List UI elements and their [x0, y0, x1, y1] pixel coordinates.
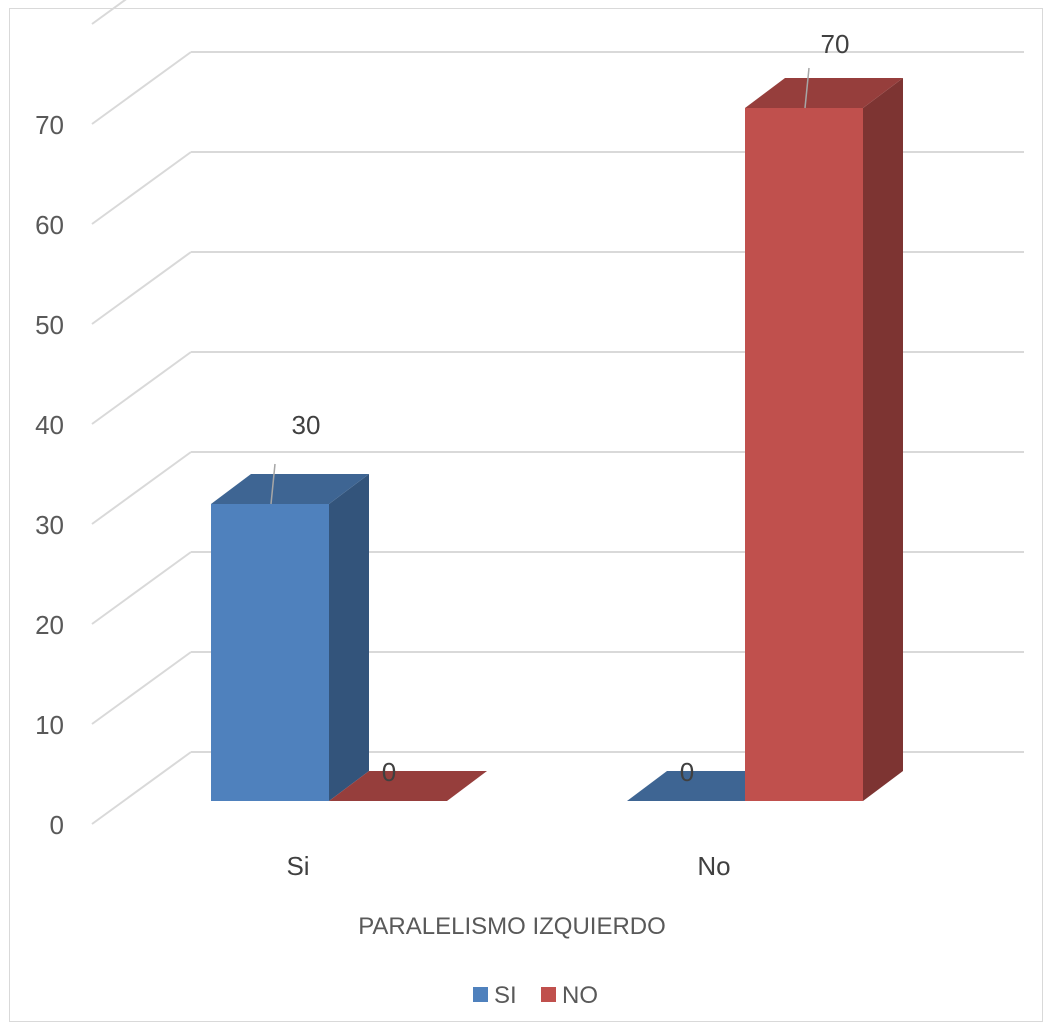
bar-front	[211, 504, 329, 801]
x-tick-label: No	[697, 851, 730, 881]
label-leader	[804, 67, 810, 109]
gridline-depth-5	[91, 251, 192, 325]
y-axis-ticks: 0 10 20 30 40 50 60 70	[35, 110, 64, 840]
legend: SI NO	[473, 982, 598, 1009]
legend-label: NO	[562, 982, 598, 1009]
bar-NO-No	[745, 78, 903, 801]
bar-top	[329, 771, 487, 801]
gridline-depth-4	[91, 351, 192, 425]
bar-front	[745, 108, 863, 801]
y-tick-label: 20	[35, 610, 64, 640]
y-tick-label: 0	[50, 810, 64, 840]
x-axis-title: PARALELISMO IZQUIERDO	[358, 913, 666, 940]
bar-side	[863, 78, 903, 801]
y-tick-label: 30	[35, 510, 64, 540]
gridline-depth-0	[91, 751, 192, 825]
data-label: 0	[680, 757, 694, 787]
legend-swatch	[473, 987, 488, 1002]
legend-item-NO: NO	[541, 982, 598, 1009]
gridline-depth-1	[91, 651, 192, 725]
data-label: 0	[382, 757, 396, 787]
bar-SI-Si	[211, 474, 369, 801]
data-label: 30	[292, 410, 321, 440]
legend-item-SI: SI	[473, 982, 517, 1009]
label-leader	[270, 463, 276, 505]
gridline-depth-3	[91, 451, 192, 525]
x-tick-label: Si	[286, 851, 309, 881]
bar-side	[329, 474, 369, 801]
data-labels: 30 0 0 70	[270, 29, 850, 787]
x-axis-categories: Si No	[286, 851, 730, 881]
y-tick-label: 50	[35, 310, 64, 340]
y-tick-label: 10	[35, 710, 64, 740]
gridline-depth-8	[91, 0, 127, 25]
gridline-depth-2	[91, 551, 192, 625]
bar-top	[211, 474, 369, 504]
data-label: 70	[821, 29, 850, 59]
y-tick-label: 70	[35, 110, 64, 140]
y-tick-label: 40	[35, 410, 64, 440]
legend-swatch	[541, 987, 556, 1002]
legend-label: SI	[494, 982, 517, 1009]
bars	[211, 78, 903, 801]
gridline-depth-7	[91, 51, 192, 125]
bar-NO-Si	[329, 771, 487, 801]
gridline-depth-6	[91, 151, 192, 225]
y-tick-label: 60	[35, 210, 64, 240]
bar-top	[745, 78, 903, 108]
